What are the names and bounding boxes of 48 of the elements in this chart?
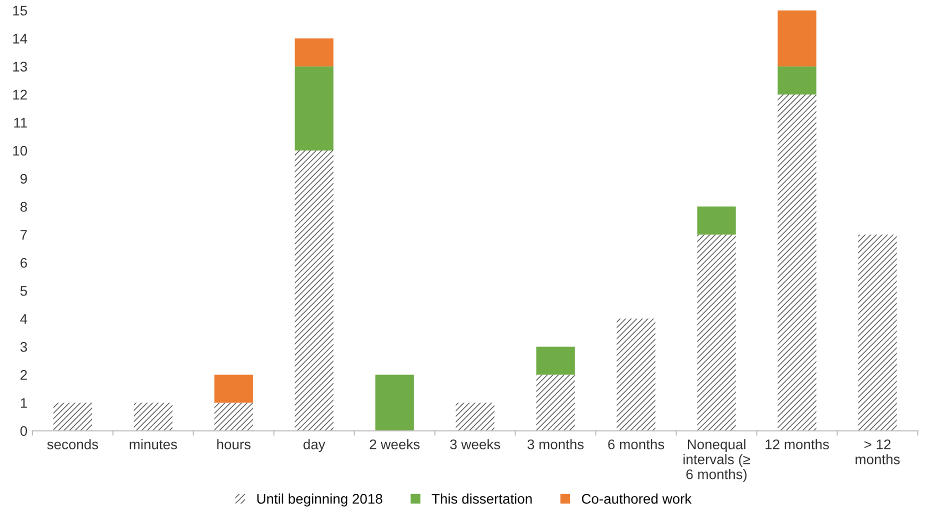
bar xyxy=(697,206,736,235)
x-tick-label: 12 months xyxy=(766,439,829,450)
bar xyxy=(53,402,92,431)
y-tick-label: 3 xyxy=(20,342,27,352)
bar xyxy=(134,402,172,431)
y-tick-label: 6 xyxy=(20,258,27,268)
bar xyxy=(778,66,816,94)
bar xyxy=(778,10,816,66)
bar xyxy=(616,318,656,431)
x-tick-label: 6 months xyxy=(608,439,664,450)
bar xyxy=(375,374,414,431)
y-tick-label: 11 xyxy=(14,118,27,128)
bar xyxy=(294,66,334,151)
y-tick-label: 15 xyxy=(13,6,28,16)
y-tick-label: 7 xyxy=(20,230,27,240)
x-tick-label: 3 months xyxy=(528,439,584,450)
bar xyxy=(536,374,575,431)
bar xyxy=(456,402,494,431)
x-tick-label: 3 weeks xyxy=(450,439,500,450)
y-tick-label: 5 xyxy=(20,286,27,296)
y-tick-label: 9 xyxy=(20,174,27,184)
legend-label: Co-authored work xyxy=(582,494,692,504)
y-tick-label: 10 xyxy=(13,146,28,156)
x-tick-label: day xyxy=(304,439,326,452)
legend-label: Until beginning 2018 xyxy=(257,494,382,506)
bar xyxy=(214,402,253,431)
y-tick-label: 13 xyxy=(13,62,27,72)
x-tick-label: hours xyxy=(217,439,251,450)
y-tick-label: 8 xyxy=(20,202,27,212)
y-tick-label: 2 xyxy=(20,370,27,380)
x-tick-label: minutes xyxy=(130,439,177,450)
legend-label: This dissertation xyxy=(432,494,532,504)
bar xyxy=(214,374,253,403)
x-tick-label: seconds xyxy=(47,439,98,450)
bar xyxy=(697,234,736,431)
bar xyxy=(294,38,334,66)
y-tick-label: 1 xyxy=(20,398,27,408)
y-tick-label: 12 xyxy=(13,90,27,100)
y-tick-label: 4 xyxy=(20,314,28,324)
bar xyxy=(858,234,897,431)
y-tick-label: 14 xyxy=(13,34,28,44)
y-tick-label: 0 xyxy=(20,426,28,436)
x-tick-label: > 12 months xyxy=(856,439,900,464)
bar xyxy=(778,94,816,431)
x-tick-label: Nonequal intervals (≥ 6 months) xyxy=(684,439,750,482)
bar xyxy=(294,150,334,431)
bar xyxy=(536,346,575,375)
x-tick-label: 2 weeks xyxy=(370,439,420,450)
